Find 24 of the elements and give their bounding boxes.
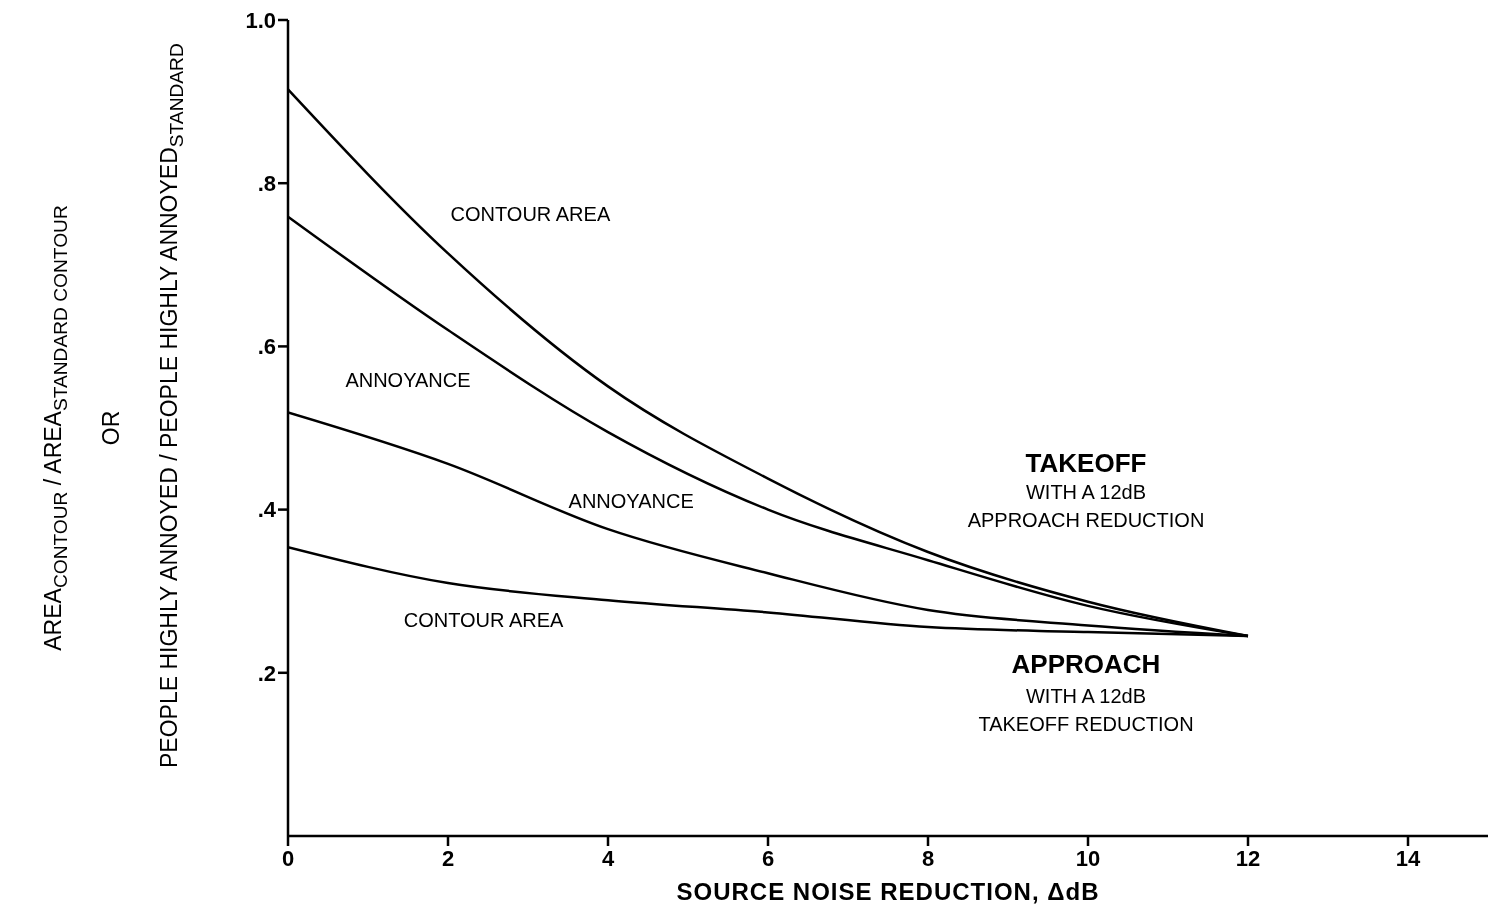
- x-axis-title: SOURCE NOISE REDUCTION, ΔdB: [675, 878, 1101, 906]
- x-tick-label: 4: [601, 846, 615, 871]
- x-tick-label: 0: [281, 846, 295, 871]
- annotation: CONTOUR AREA: [450, 203, 611, 226]
- annotation: WITH A 12dB: [1025, 684, 1147, 707]
- x-tick-label: 2: [441, 846, 455, 871]
- y-tick-label: .2: [257, 660, 276, 686]
- annotation: TAKEOFF REDUCTION: [978, 713, 1194, 736]
- x-tick-label: 14: [1395, 846, 1421, 871]
- x-tick-label: 6: [761, 846, 775, 871]
- y-tick-label: .4: [257, 497, 277, 523]
- x-tick-label: 10: [1075, 846, 1101, 871]
- annotation: CONTOUR AREA: [403, 608, 565, 631]
- annotation: APPROACH REDUCTION: [967, 509, 1205, 532]
- y-tick-label: .8: [257, 171, 276, 197]
- annotation: WITH A 12dB: [1025, 480, 1147, 503]
- annotation: ANNOYANCE: [345, 368, 471, 391]
- annotation: ANNOYANCE: [568, 489, 694, 512]
- x-tick-label: 12: [1235, 846, 1261, 871]
- x-tick-label: 8: [921, 846, 935, 871]
- y-tick-label: .6: [257, 334, 276, 360]
- annotation: TAKEOFF: [1025, 447, 1147, 478]
- annotation: APPROACH: [1011, 649, 1161, 680]
- y-tick-label: 1.0: [245, 7, 276, 33]
